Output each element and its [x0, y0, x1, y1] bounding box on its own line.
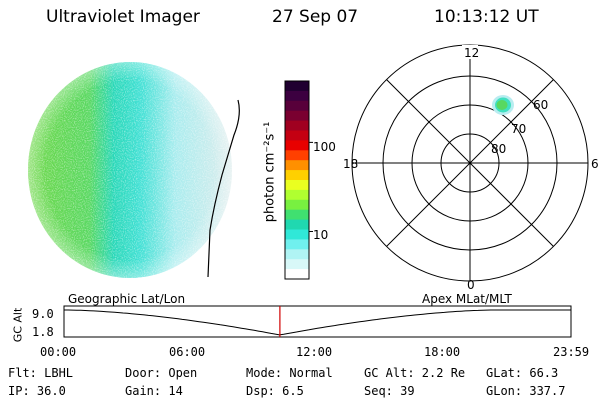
colorbar-segment: [285, 150, 309, 161]
colorbar-segment: [285, 140, 309, 151]
info-filter: Flt: LBHL: [8, 366, 74, 380]
terminator-line: [207, 99, 240, 278]
info-gain: Gain: 14: [125, 384, 183, 398]
colorbar-segment: [285, 90, 309, 102]
timeline-left-label: Geographic Lat/Lon: [68, 292, 186, 306]
colorbar-segment: [285, 130, 309, 141]
colorbar-segment: [285, 229, 309, 240]
mlt-label-18: 18: [343, 157, 358, 171]
polar-plot: 12 18 6 0 60 70 80: [343, 44, 599, 292]
orbit-timeline: [63, 305, 572, 338]
mlt-label-12: 12: [464, 46, 479, 60]
timeline-right-label: Apex MLat/MLT: [422, 292, 512, 306]
colorbar-segment: [285, 110, 309, 122]
colorbar-segment: [285, 100, 309, 112]
x-tick-0000: 00:00: [40, 345, 77, 359]
lat-label-70: 70: [511, 122, 526, 136]
colorbar-unit-label: photon cm⁻²s⁻¹: [262, 121, 278, 223]
info-seq: Seq: 39: [364, 384, 415, 398]
auroral-spot: [492, 95, 514, 115]
colorbar-segment: [285, 269, 309, 280]
polar-diag-2: [386, 79, 554, 247]
colorbar-frame: [284, 80, 310, 280]
colorbar-segment: [285, 189, 309, 201]
timeline-y-tick-bottom: 1.8: [32, 325, 54, 339]
info-door: Door: Open: [125, 366, 198, 380]
info-mode: Mode: Normal: [246, 366, 333, 380]
colorbar-tick-10: 10: [313, 228, 329, 242]
mlt-label-6: 6: [591, 157, 599, 171]
lat-label-80: 80: [491, 142, 506, 156]
lat-label-60: 60: [533, 98, 548, 112]
timeline-y-tick-top: 9.0: [32, 307, 54, 321]
colorbar-tick-100: 100: [313, 140, 336, 154]
earth-disk-image: [28, 62, 240, 278]
colorbar-segment: [285, 209, 309, 221]
info-dsp: Dsp: 6.5: [246, 384, 304, 398]
x-tick-1800: 18:00: [424, 345, 461, 359]
instrument-title: Ultraviolet Imager: [46, 7, 200, 27]
colorbar-segment: [285, 180, 309, 191]
gc-alt-curve: [64, 309, 571, 336]
colorbar-segment: [285, 249, 309, 260]
colorbar-segment: [285, 160, 309, 171]
colorbar-segment: [285, 199, 309, 211]
colorbar-segment: [285, 170, 309, 181]
info-glon: GLon: 337.7: [486, 384, 566, 398]
info-glat: GLat: 66.3: [486, 366, 559, 380]
x-tick-1200: 12:00: [296, 345, 333, 359]
x-tick-0600: 06:00: [169, 345, 206, 359]
disk-speckle: [28, 62, 232, 278]
image-date: 27 Sep 07: [272, 7, 359, 27]
colorbar-segment: [285, 239, 309, 250]
colorbar: [284, 80, 313, 280]
timeline-y-label: GC Alt: [11, 307, 25, 343]
info-gc-alt: GC Alt: 2.2 Re: [364, 366, 466, 380]
info-ip: IP: 36.0: [8, 384, 66, 398]
colorbar-segment: [285, 81, 309, 92]
colorbar-segment: [285, 219, 309, 231]
colorbar-segment: [285, 259, 309, 270]
colorbar-segment: [285, 120, 309, 132]
x-tick-2359: 23:59: [553, 345, 590, 359]
mlt-label-0: 0: [467, 278, 475, 292]
image-time: 10:13:12 UT: [434, 7, 539, 27]
